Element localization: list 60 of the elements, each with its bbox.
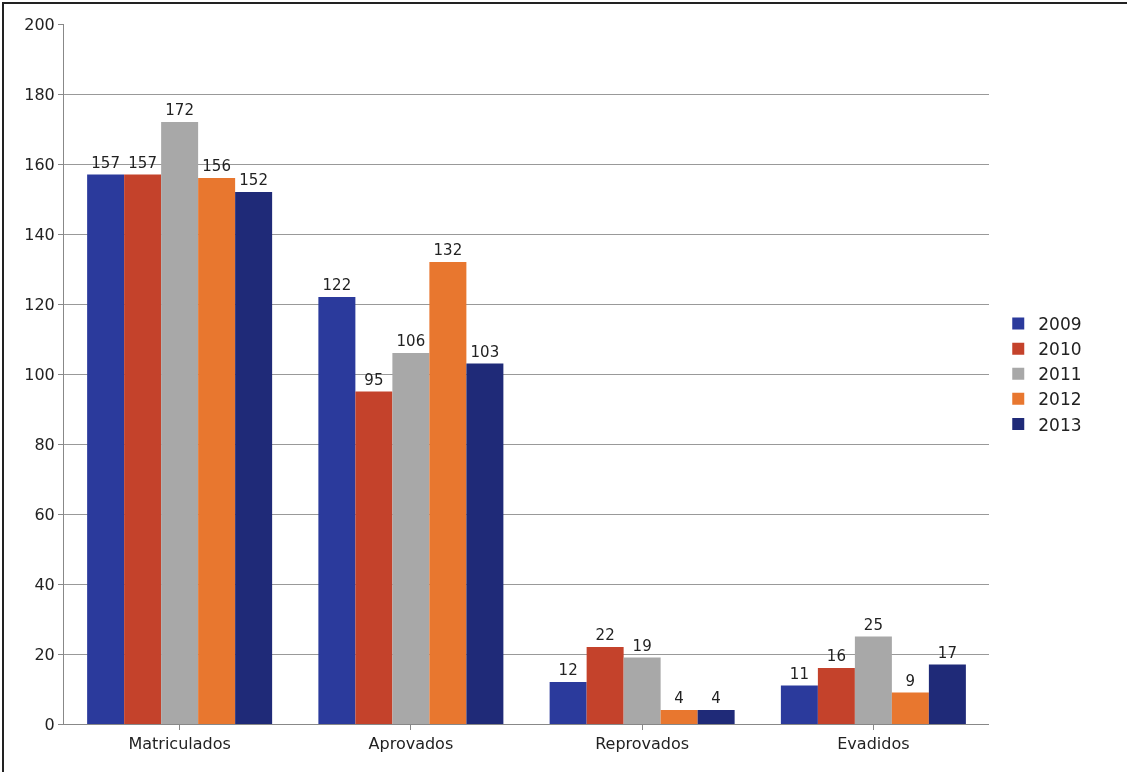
- data-label: 172: [165, 101, 194, 119]
- y-tick-label: 120: [24, 294, 55, 314]
- data-label: 11: [789, 664, 809, 683]
- y-tick-label: 0: [44, 714, 55, 734]
- y-tick-label: 180: [24, 84, 55, 104]
- data-label: 22: [595, 626, 615, 644]
- bar: [697, 710, 735, 724]
- data-label: 95: [364, 370, 384, 389]
- bar: [549, 682, 587, 724]
- bar: [891, 692, 929, 724]
- data-label: 157: [91, 153, 120, 172]
- data-label: 9: [905, 671, 916, 690]
- legend-label: 2010: [1038, 339, 1082, 360]
- bar: [586, 647, 624, 724]
- bar: [318, 297, 356, 724]
- y-tick-label: 60: [34, 504, 55, 524]
- data-label: 122: [322, 276, 352, 294]
- bar: [355, 391, 393, 724]
- data-label: 132: [433, 241, 463, 259]
- y-tick-label: 140: [24, 224, 55, 244]
- legend-label: 2011: [1038, 364, 1082, 385]
- bar: [466, 363, 504, 724]
- x-tick-label: Evadidos: [837, 734, 910, 754]
- bar: [928, 664, 966, 724]
- bar: [660, 710, 698, 724]
- bar: [780, 685, 818, 724]
- bar: [198, 178, 236, 724]
- data-label: 16: [826, 647, 846, 665]
- y-tick-label: 20: [34, 644, 55, 664]
- y-tick-label: 160: [24, 154, 55, 174]
- data-label: 4: [674, 689, 684, 707]
- bar: [161, 122, 199, 724]
- bar: [429, 262, 467, 724]
- x-tick-label: Matriculados: [128, 734, 231, 754]
- bar: [623, 657, 661, 724]
- legend-label: 2012: [1038, 389, 1082, 410]
- bar: [235, 192, 273, 724]
- y-tick-label: 80: [34, 434, 55, 454]
- data-label: 156: [202, 157, 231, 175]
- data-label: 157: [128, 153, 157, 172]
- data-label: 12: [558, 661, 578, 679]
- y-tick-label: 40: [34, 574, 55, 594]
- bar: [87, 174, 125, 724]
- data-label: 25: [863, 615, 883, 634]
- bar: [392, 353, 430, 724]
- legend-label: 2013: [1038, 414, 1082, 435]
- legend-label: 2009: [1038, 314, 1082, 335]
- y-tick-label: 100: [24, 364, 55, 384]
- bar: [854, 636, 892, 724]
- bar: [124, 174, 162, 724]
- data-label: 17: [937, 643, 957, 662]
- data-label: 152: [239, 171, 268, 189]
- data-label: 4: [711, 689, 721, 707]
- data-label: 103: [470, 342, 500, 361]
- data-label: 19: [632, 636, 652, 655]
- y-tick-label: 200: [24, 14, 55, 34]
- x-tick-label: Aprovados: [368, 734, 454, 754]
- data-label: 106: [396, 332, 426, 350]
- bar: [817, 668, 855, 724]
- x-tick-label: Reprovados: [595, 734, 690, 754]
